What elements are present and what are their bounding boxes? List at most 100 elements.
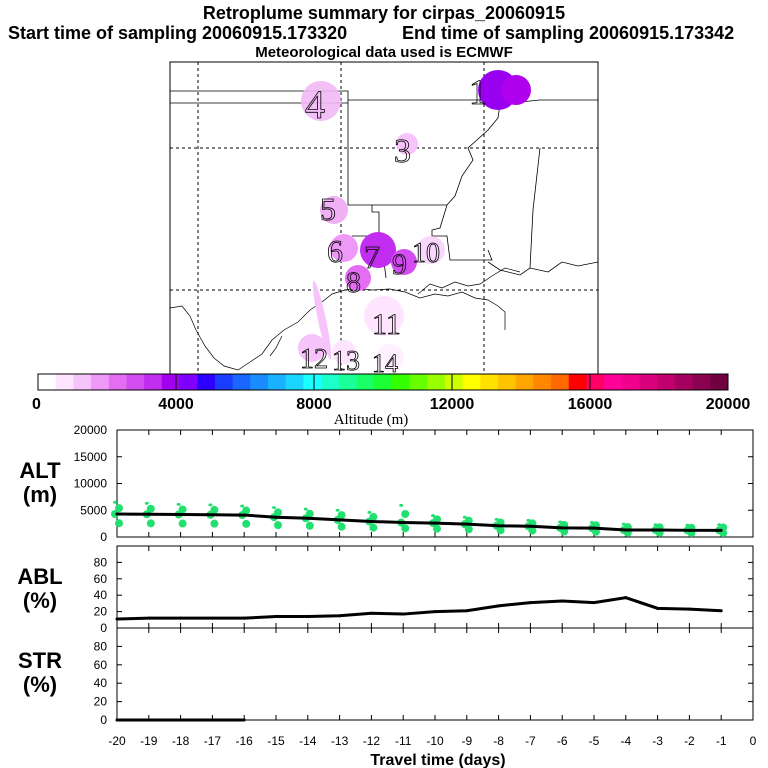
y-tick-label: 20 (94, 695, 108, 709)
scatter-point (178, 519, 187, 528)
series-line-abl (116, 596, 722, 621)
scatter-point (337, 522, 346, 531)
map-coastline (169, 267, 521, 371)
data-point (179, 616, 183, 620)
panel-label-main: ABL (17, 564, 62, 589)
plume-blob-day7 (360, 232, 396, 268)
data-point (242, 718, 246, 722)
end-time-label: End time of sampling 20060915.173342 (402, 23, 735, 43)
colorbar-swatch (374, 374, 393, 390)
x-tick-label: -2 (684, 734, 695, 748)
meteorological-note: Meteorological data used is ECMWF (255, 44, 513, 61)
colorbar-tick-label: 8000 (296, 396, 332, 413)
data-point (274, 615, 278, 619)
data-point (179, 513, 183, 517)
data-point (624, 596, 628, 600)
data-point (147, 512, 151, 516)
plume-label-9: 9 (392, 248, 407, 281)
plume-blob-day9 (391, 249, 417, 275)
x-tick-label: -19 (140, 734, 158, 748)
plume-blob-day4 (301, 81, 341, 121)
panel-frame (116, 545, 754, 629)
plume-blob-day11 (364, 296, 404, 336)
x-tick-label: -20 (108, 734, 126, 748)
y-tick-label: 20 (94, 605, 108, 619)
colorbar-swatch (338, 374, 357, 390)
data-point (719, 528, 723, 532)
colorbar-swatch (462, 374, 481, 390)
colorbar-tick-label: 20000 (706, 396, 751, 413)
y-tick-label: 80 (94, 555, 108, 569)
x-tick-label: -11 (395, 734, 412, 748)
scatter-point (367, 510, 372, 514)
plume-label-4: 4 (305, 82, 325, 127)
colorbar-swatch (161, 374, 180, 390)
data-point (401, 521, 405, 525)
scatter-point (176, 502, 181, 506)
colorbar-swatch (639, 374, 658, 390)
data-point (115, 617, 119, 621)
colorbar-swatch (710, 374, 729, 390)
colorbar-swatch (604, 374, 623, 390)
plume-blob-day2 (501, 75, 531, 105)
data-point (433, 521, 437, 525)
plume-label-3: 3 (394, 133, 411, 170)
y-tick-label: 0 (100, 713, 107, 727)
data-point (369, 611, 373, 615)
colorbar-swatch (391, 374, 410, 390)
colorbar-swatch (179, 374, 198, 390)
data-point (242, 616, 246, 620)
data-point (147, 616, 151, 620)
plume-label-10: 10 (412, 238, 440, 269)
panel-label-unit: (m) (23, 482, 57, 507)
plume-label-7: 7 (364, 239, 380, 275)
y-tick-label: 15000 (74, 450, 108, 464)
plume-blob-day13 (332, 340, 356, 364)
data-point (210, 616, 214, 620)
scatter-point (113, 500, 117, 504)
colorbar-swatch (214, 374, 234, 390)
colorbar-swatch (356, 374, 375, 390)
scatter-point (462, 515, 467, 519)
panel-label-unit: (%) (23, 588, 57, 613)
colorbar-swatch (321, 374, 340, 390)
panel-label-main: ALT (19, 458, 61, 483)
colorbar-swatch (498, 374, 517, 390)
scatter-point (528, 526, 537, 535)
plume-day-labels: 4 1 3 5 6 7 8 9 10 11 12 13 14 (300, 72, 488, 379)
scatter-point (401, 524, 410, 533)
data-point (338, 614, 342, 618)
x-tick-label: -10 (426, 734, 444, 748)
colorbar-swatch (515, 374, 534, 390)
scatter-point (272, 506, 276, 510)
data-point (210, 718, 214, 722)
x-tick-label: 0 (750, 734, 757, 748)
colorbar-swatch (108, 374, 127, 390)
x-tick-label: -7 (525, 734, 536, 748)
plume-label-5: 5 (320, 191, 336, 227)
colorbar-swatch (674, 374, 694, 390)
data-point (624, 528, 628, 532)
colorbar-swatch (303, 374, 322, 390)
data-point (465, 522, 469, 526)
plume-blob-day6 (330, 234, 358, 262)
colorbar-swatch (197, 374, 216, 390)
colorbar-swatch (621, 374, 640, 390)
scatter-point (433, 524, 441, 533)
data-point (719, 609, 723, 613)
colorbar-swatch (657, 374, 676, 390)
scatter-point (146, 504, 155, 513)
data-point (210, 513, 214, 517)
data-point (179, 718, 183, 722)
scatter-point (335, 508, 340, 512)
data-point (592, 601, 596, 605)
panel-label-main: STR (18, 648, 62, 673)
x-tick-label: -12 (363, 734, 381, 748)
y-tick-label: 20000 (74, 423, 108, 437)
plume-blob-day3 (396, 133, 418, 155)
x-tick-label: -16 (236, 734, 254, 748)
y-tick-label: 0 (100, 621, 107, 635)
data-point (560, 526, 564, 530)
colorbar-swatch (551, 374, 570, 390)
